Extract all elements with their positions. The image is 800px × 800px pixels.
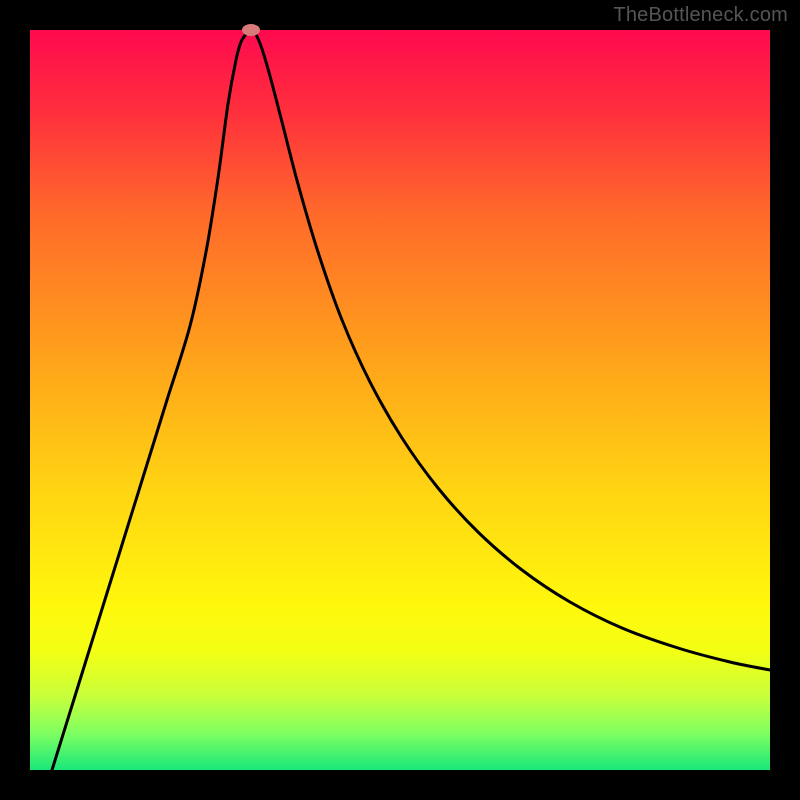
curve-path <box>52 30 770 770</box>
plot-area <box>30 30 770 770</box>
minimum-marker <box>242 24 260 36</box>
bottleneck-curve <box>30 30 770 770</box>
watermark-text: TheBottleneck.com <box>613 4 788 27</box>
frame-bottom <box>0 770 800 800</box>
frame-left <box>0 0 30 800</box>
frame-right <box>770 0 800 800</box>
